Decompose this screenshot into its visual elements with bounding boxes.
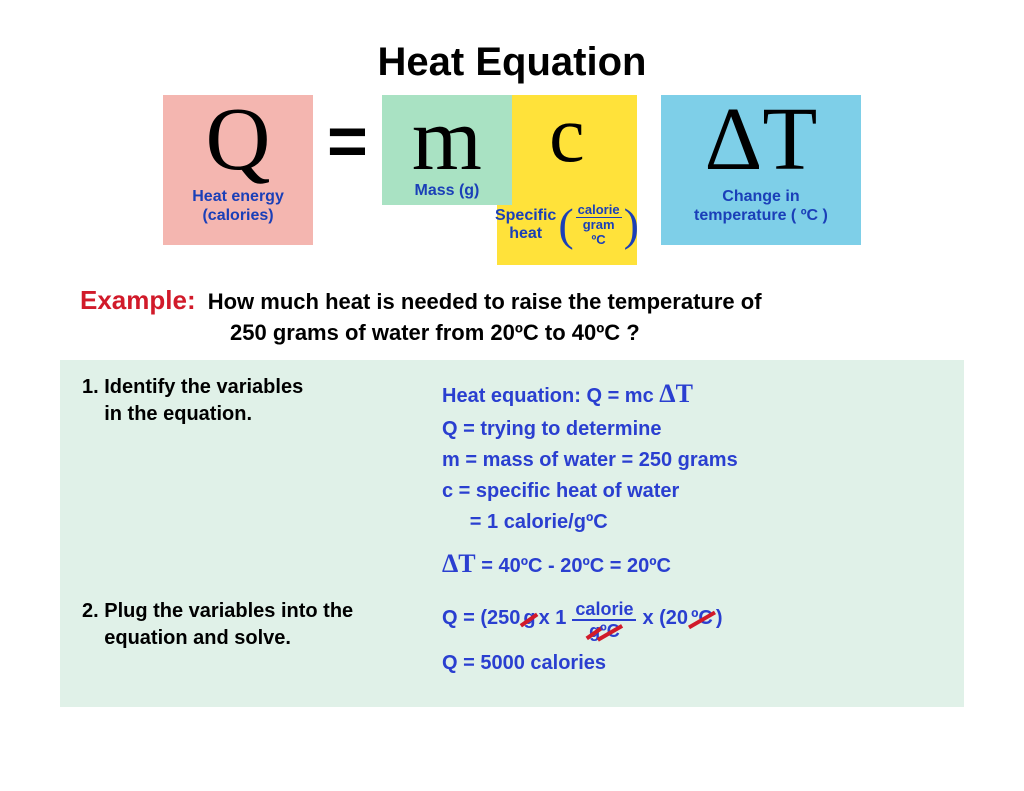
step1-instruction: 1. Identify the variables in the equatio… (82, 374, 412, 585)
mc-column: c Specificheat ( calorie gram ºC ) m Mas… (382, 95, 637, 265)
plug-line: Q = (250 g x 1 calorie g ºC x (20 ºC ) (442, 598, 942, 638)
cancel-g1: g (523, 603, 535, 634)
example-label: Example: (80, 285, 196, 315)
page-title: Heat Equation (50, 40, 974, 85)
s1-r1a: Heat equation: Q = mc (442, 385, 659, 407)
s1-r6b: = 40ºC - 20ºC = 20ºC (476, 555, 671, 577)
step-1: 1. Identify the variables in the equatio… (82, 374, 942, 585)
letter-dt: ΔT (661, 95, 861, 185)
box-c: c Specificheat ( calorie gram ºC ) (497, 95, 637, 265)
c-frac-num: calorie (576, 203, 622, 218)
paren-close: ) (624, 207, 639, 244)
example-line2: 250 grams of water from 20ºC to 40ºC ? (230, 320, 640, 345)
cancel-degc1: ºC (600, 622, 620, 640)
letter-c: c (497, 95, 637, 175)
step1-work: Heat equation: Q = mc ΔT Q = trying to d… (442, 374, 942, 585)
c-frac-den: gram ºC (576, 218, 622, 247)
step2-work: Q = (250 g x 1 calorie g ºC x (20 ºC ) Q… (442, 598, 942, 679)
s1-r6: ΔT = 40ºC - 20ºC = 20ºC (442, 544, 942, 584)
plug-mid1: x 1 (539, 603, 567, 634)
work-box: 1. Identify the variables in the equatio… (60, 360, 964, 708)
paren-open: ( (558, 207, 573, 244)
s1-r1-dt: ΔT (659, 379, 693, 408)
caption-m: Mass (g) (382, 181, 512, 200)
equals-sign: = (327, 95, 368, 181)
example-line1: How much heat is needed to raise the tem… (208, 289, 762, 314)
specific-heat-label: Specificheat (495, 207, 556, 242)
equation-row: Q Heat energy(calories) = c Specificheat… (50, 95, 974, 265)
plug-end: ) (716, 603, 723, 634)
s1-r3: m = mass of water = 250 grams (442, 445, 942, 476)
plug-mid2: x (20 (642, 603, 688, 634)
example-block: Example: How much heat is needed to rais… (80, 283, 954, 348)
c-fraction: calorie gram ºC (576, 203, 622, 247)
s1-r6-dt: ΔT (442, 549, 476, 578)
step-2: 2. Plug the variables into the equation … (82, 598, 942, 679)
cancel-degc2: ºC (691, 603, 713, 634)
box-q: Q Heat energy(calories) (163, 95, 313, 245)
plug-frac-num: calorie (572, 600, 636, 621)
plug-frac-den: g ºC (586, 621, 623, 640)
c-caption-row: Specificheat ( calorie gram ºC ) (497, 203, 637, 247)
letter-q: Q (163, 95, 313, 185)
step2-instruction: 2. Plug the variables into the equation … (82, 598, 412, 679)
box-dt: ΔT Change intemperature ( ºC ) (661, 95, 861, 245)
page: Heat Equation Q Heat energy(calories) = … (0, 0, 1024, 737)
caption-dt: Change intemperature ( ºC ) (661, 187, 861, 225)
s1-r2: Q = trying to determine (442, 414, 942, 445)
caption-q: Heat energy(calories) (163, 187, 313, 225)
plug-fraction: calorie g ºC (572, 600, 636, 640)
s1-r1: Heat equation: Q = mc ΔT (442, 374, 942, 414)
plug-pre: Q = (250 (442, 603, 520, 634)
s1-r4: c = specific heat of water (442, 476, 942, 507)
box-m: m Mass (g) (382, 95, 512, 205)
s1-r5: = 1 calorie/gºC (442, 507, 942, 538)
result-line: Q = 5000 calories (442, 648, 942, 679)
letter-m: m (382, 95, 512, 185)
